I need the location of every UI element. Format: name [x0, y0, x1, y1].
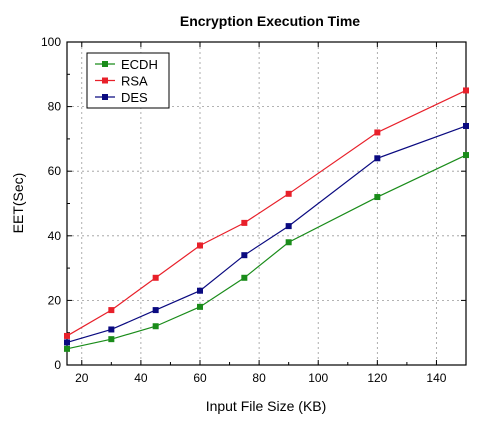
data-point-des: [108, 326, 115, 333]
series-des: [64, 122, 469, 346]
data-point-des: [463, 122, 469, 129]
x-tick-label: 120: [367, 371, 387, 385]
x-tick-label: 40: [134, 371, 148, 385]
data-point-ecdh: [241, 274, 248, 281]
data-point-des: [374, 155, 381, 162]
x-tick-label: 140: [426, 371, 446, 385]
data-point-des: [197, 287, 203, 294]
data-point-ecdh: [285, 239, 292, 246]
data-point-rsa: [197, 242, 203, 249]
legend-item-des: DES: [95, 90, 148, 105]
data-point-rsa: [374, 129, 381, 136]
data-point-ecdh: [463, 152, 469, 159]
data-point-des: [64, 339, 70, 346]
series-layer: [64, 87, 469, 352]
y-tick-label: 60: [48, 164, 62, 178]
data-point-ecdh: [197, 303, 203, 310]
y-tick-label: 80: [48, 100, 62, 114]
x-axis-label: Input File Size (KB): [206, 398, 327, 414]
legend-marker-rsa: [102, 77, 108, 84]
legend-item-ecdh: ECDH: [95, 57, 158, 72]
data-point-ecdh: [108, 336, 115, 343]
x-tick-label: 80: [252, 371, 266, 385]
x-tick-label: 60: [193, 371, 207, 385]
x-tick-label: 100: [308, 371, 328, 385]
data-point-rsa: [463, 87, 469, 94]
data-point-ecdh: [374, 194, 381, 201]
data-point-rsa: [285, 190, 292, 197]
y-tick-label: 40: [48, 229, 62, 243]
x-axis: 20 40 60 80 100 120 140: [75, 42, 447, 385]
y-axis-label: EET(Sec): [10, 173, 26, 234]
series-rsa: [64, 87, 469, 339]
data-point-rsa: [241, 219, 248, 226]
legend-label-rsa: RSA: [121, 74, 148, 89]
legend-label-ecdh: ECDH: [121, 57, 158, 72]
data-point-des: [152, 307, 159, 314]
y-tick-label: 20: [48, 293, 62, 307]
legend-marker-des: [102, 94, 108, 100]
data-point-rsa: [108, 307, 115, 314]
legend-item-rsa: RSA: [95, 74, 148, 89]
data-point-rsa: [64, 332, 70, 339]
series-line-ecdh: [66, 154, 467, 350]
data-point-rsa: [152, 274, 159, 281]
legend-label-des: DES: [121, 90, 148, 105]
legend-marker-ecdh: [102, 61, 108, 67]
y-axis: 0 20 40 60 80 100: [41, 35, 466, 372]
series-line-des: [66, 125, 467, 343]
data-point-des: [285, 223, 292, 230]
data-point-ecdh: [64, 345, 70, 352]
data-point-des: [241, 252, 248, 259]
chart-title: Encryption Execution Time: [180, 13, 360, 29]
series-line-rsa: [66, 89, 467, 337]
y-tick-label: 100: [41, 35, 61, 49]
data-point-ecdh: [152, 323, 159, 330]
x-tick-label: 20: [75, 371, 89, 385]
series-ecdh: [64, 152, 469, 352]
y-tick-label: 0: [54, 358, 61, 372]
